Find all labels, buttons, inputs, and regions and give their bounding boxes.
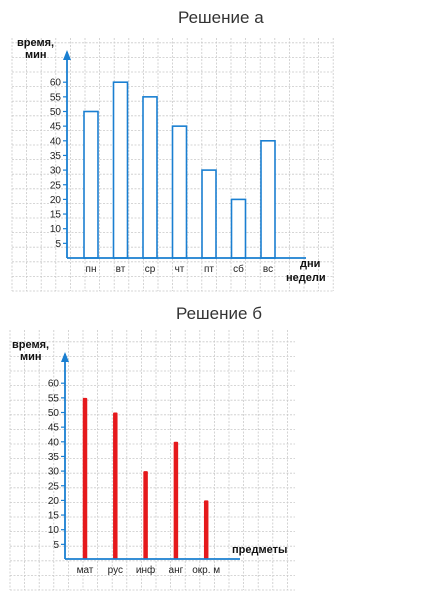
y-tick-label: 40: [48, 437, 60, 448]
x-tick-label: вс: [263, 264, 273, 275]
y-tick-label: 10: [50, 224, 62, 235]
x-tick-label: пн: [86, 264, 97, 275]
bar: [171, 125, 188, 259]
y-tick-label: 10: [48, 525, 60, 536]
x-tick-label: мат: [77, 565, 94, 576]
chart-b-title: Решение б: [176, 304, 262, 323]
y-tick-label: 50: [50, 107, 62, 118]
x-tick-label: инф: [136, 564, 155, 576]
y-tick-label: 5: [55, 239, 61, 250]
x-axis-label-line: предметы: [232, 544, 287, 556]
y-tick-label: 15: [50, 210, 62, 221]
x-axis-label: дни недели: [286, 258, 326, 284]
x-tick-label: рус: [108, 565, 123, 576]
y-tick-label: 25: [48, 481, 60, 492]
bar: [201, 169, 217, 259]
y-axis-label-line: мин: [20, 351, 42, 363]
y-tick-label: 55: [50, 92, 62, 103]
y-tick-label: 45: [50, 122, 62, 133]
y-tick-label: 25: [50, 180, 62, 191]
bar: [112, 81, 129, 259]
y-tick-label: 50: [48, 408, 60, 419]
y-tick-label: 30: [48, 467, 60, 478]
y-tick-label: 40: [50, 136, 62, 147]
bar: [113, 412, 118, 559]
x-tick-label: ср: [145, 264, 156, 275]
bar: [173, 441, 179, 559]
bar: [260, 140, 276, 259]
x-axis-label: предметы: [232, 544, 287, 556]
x-tick-label: вт: [116, 264, 126, 275]
bar: [143, 471, 148, 559]
y-axis-label-line: время,: [12, 339, 49, 351]
x-axis-label-line: дни: [300, 258, 320, 270]
bar: [230, 198, 247, 259]
x-tick-label: сб: [233, 263, 244, 275]
y-tick-label: 15: [48, 511, 60, 522]
y-tick-label: 35: [50, 151, 62, 162]
y-tick-label: 60: [48, 379, 60, 390]
y-tick-label: 60: [50, 78, 62, 89]
y-tick-label: 45: [48, 423, 60, 434]
y-tick-label: 5: [53, 540, 59, 551]
y-axis-label: время, мин: [17, 37, 54, 61]
chart-a: 5 10 15 20 25 30 35 40 45 50 55 60 пн вт ср чт пт сб вс вре…: [11, 37, 334, 292]
y-tick-label: 20: [48, 496, 60, 507]
bar: [142, 96, 158, 259]
x-axis-label-line: недели: [286, 272, 326, 284]
grid: [9, 330, 295, 591]
y-tick-label: 20: [50, 195, 62, 206]
y-axis-label: время, мин: [12, 339, 49, 363]
x-tick-label: чт: [175, 264, 185, 275]
chart-a-title: Решение а: [178, 8, 264, 27]
y-tick-label: 55: [48, 393, 60, 404]
y-axis-label-line: мин: [25, 49, 47, 61]
y-axis-arrow-icon: [61, 352, 69, 362]
y-axis-label-line: время,: [17, 37, 54, 49]
bar: [203, 500, 209, 559]
y-tick-label: 35: [48, 452, 60, 463]
x-tick-label: анг: [169, 565, 184, 576]
chart-b: 5 10 15 20 25 30 35 40 45 50 55 60 мат рус инф анг окр. …: [9, 330, 295, 591]
x-tick-label: пт: [204, 264, 214, 275]
bar: [82, 397, 88, 559]
x-tick-label: окр. м: [192, 565, 220, 576]
y-axis-arrow-icon: [63, 50, 71, 60]
bar: [83, 110, 99, 259]
y-tick-label: 30: [50, 166, 62, 177]
